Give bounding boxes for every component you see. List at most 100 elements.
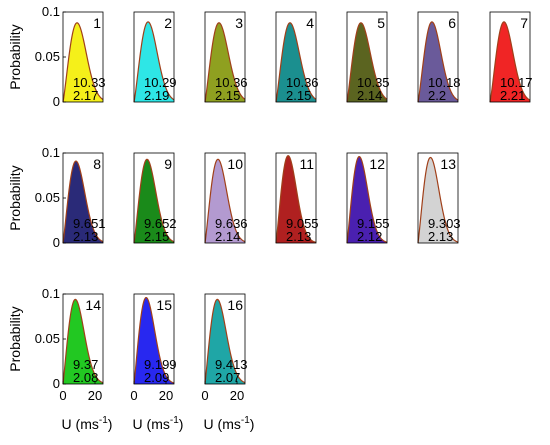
density-area bbox=[63, 161, 103, 243]
x-axis-label: U (ms-1) bbox=[204, 415, 255, 432]
panel-number: 2 bbox=[164, 15, 172, 31]
shape-factor-label: 2.15 bbox=[286, 88, 311, 103]
density-area bbox=[134, 297, 174, 384]
x-tick-label: 20 bbox=[159, 388, 173, 403]
y-tick-label: 0 bbox=[53, 94, 60, 109]
mean-speed-label: 10.18 bbox=[428, 75, 461, 90]
y-tick-label: 0.05 bbox=[35, 331, 60, 346]
panel-frame bbox=[133, 11, 175, 103]
y-tick-label: 0.1 bbox=[42, 286, 60, 301]
mean-speed-label: 10.35 bbox=[357, 75, 390, 90]
panel-5: 5 10.352.14 bbox=[346, 11, 390, 103]
shape-factor-label: 2.19 bbox=[144, 88, 169, 103]
y-tick-label: 0 bbox=[53, 376, 60, 391]
shape-factor-label: 2.13 bbox=[73, 229, 98, 244]
density-curve bbox=[133, 21, 175, 103]
panel-frame bbox=[417, 11, 459, 103]
panel-frame bbox=[204, 293, 246, 385]
panel-frame bbox=[489, 11, 531, 103]
panel-frame bbox=[346, 11, 388, 103]
y-tick-label: 0.05 bbox=[35, 49, 60, 64]
panel-number: 8 bbox=[93, 156, 101, 172]
density-curve bbox=[417, 156, 459, 244]
mean-speed-label: 9.303 bbox=[428, 216, 461, 231]
y-axis-label: Probability bbox=[7, 165, 23, 230]
shape-factor-label: 2.17 bbox=[73, 88, 98, 103]
panel-1: 0 0.05 0.1 Probability 1 10.332.17 bbox=[7, 4, 106, 109]
panel-3: 3 10.362.15 bbox=[204, 11, 248, 103]
density-curve bbox=[346, 22, 388, 103]
panel-14: 0 0.05 0.1 Probability 0 20 U (ms-1) 14 9.372.08 bbox=[7, 286, 112, 432]
shape-factor-label: 2.15 bbox=[215, 88, 240, 103]
shape-factor-label: 2.14 bbox=[357, 88, 382, 103]
shape-factor-label: 2.09 bbox=[144, 370, 169, 385]
density-area bbox=[134, 21, 174, 102]
density-area bbox=[418, 21, 458, 102]
panel-number: 1 bbox=[93, 15, 101, 31]
density-area bbox=[134, 159, 174, 243]
density-curve bbox=[133, 296, 175, 385]
y-tick-label: 0.1 bbox=[42, 145, 60, 160]
density-curve bbox=[62, 160, 104, 244]
density-area bbox=[490, 21, 530, 102]
panel-6: 6 10.182.2 bbox=[417, 11, 461, 103]
shape-factor-label: 2.08 bbox=[73, 370, 98, 385]
mean-speed-label: 9.636 bbox=[215, 216, 248, 231]
shape-factor-label: 2.07 bbox=[215, 370, 240, 385]
density-curve bbox=[204, 22, 246, 103]
panel-number: 3 bbox=[235, 15, 243, 31]
mean-speed-label: 10.36 bbox=[215, 75, 248, 90]
panel-number: 6 bbox=[448, 15, 456, 31]
y-tick-label: 0.05 bbox=[35, 190, 60, 205]
panel-frame bbox=[275, 152, 317, 244]
panel-frame bbox=[204, 152, 246, 244]
shape-factor-label: 2.14 bbox=[215, 229, 240, 244]
x-tick-label: 0 bbox=[201, 388, 208, 403]
density-curve bbox=[417, 21, 459, 103]
panel-number: 4 bbox=[306, 15, 314, 31]
mean-speed-label: 9.155 bbox=[357, 216, 390, 231]
panel-number: 9 bbox=[164, 156, 172, 172]
mean-speed-label: 9.651 bbox=[73, 216, 106, 231]
shape-factor-label: 2.2 bbox=[428, 88, 446, 103]
panel-frame bbox=[275, 11, 317, 103]
density-curve bbox=[275, 22, 317, 103]
density-curve bbox=[489, 21, 531, 103]
panel-2: 2 10.292.19 bbox=[133, 11, 177, 103]
density-area bbox=[347, 156, 387, 243]
density-curve bbox=[204, 298, 246, 385]
mean-speed-label: 9.413 bbox=[215, 357, 248, 372]
y-axis-label: Probability bbox=[7, 306, 23, 371]
density-curve bbox=[346, 155, 388, 244]
shape-factor-label: 2.13 bbox=[286, 229, 311, 244]
density-curve bbox=[275, 155, 317, 244]
mean-speed-label: 10.29 bbox=[144, 75, 177, 90]
mean-speed-label: 9.055 bbox=[286, 216, 319, 231]
x-tick-label: 0 bbox=[59, 388, 66, 403]
mean-speed-label: 10.33 bbox=[73, 75, 106, 90]
y-tick-label: 0.1 bbox=[42, 4, 60, 19]
panel-number: 5 bbox=[377, 15, 385, 31]
panel-7: 7 10.172.21 bbox=[489, 11, 533, 103]
panel-number: 10 bbox=[227, 156, 243, 172]
density-area bbox=[205, 299, 245, 384]
x-axis-label: U (ms-1) bbox=[62, 415, 113, 432]
panel-frame bbox=[346, 152, 388, 244]
density-curve bbox=[204, 158, 246, 244]
shape-factor-label: 2.13 bbox=[428, 229, 453, 244]
mean-speed-label: 9.199 bbox=[144, 357, 177, 372]
panel-number: 13 bbox=[440, 156, 456, 172]
shape-factor-label: 2.21 bbox=[500, 88, 525, 103]
mean-speed-label: 9.37 bbox=[73, 357, 98, 372]
panel-number: 15 bbox=[156, 297, 172, 313]
shape-factor-label: 2.12 bbox=[357, 229, 382, 244]
y-axis-label: Probability bbox=[7, 24, 23, 89]
panel-number: 16 bbox=[227, 297, 243, 313]
